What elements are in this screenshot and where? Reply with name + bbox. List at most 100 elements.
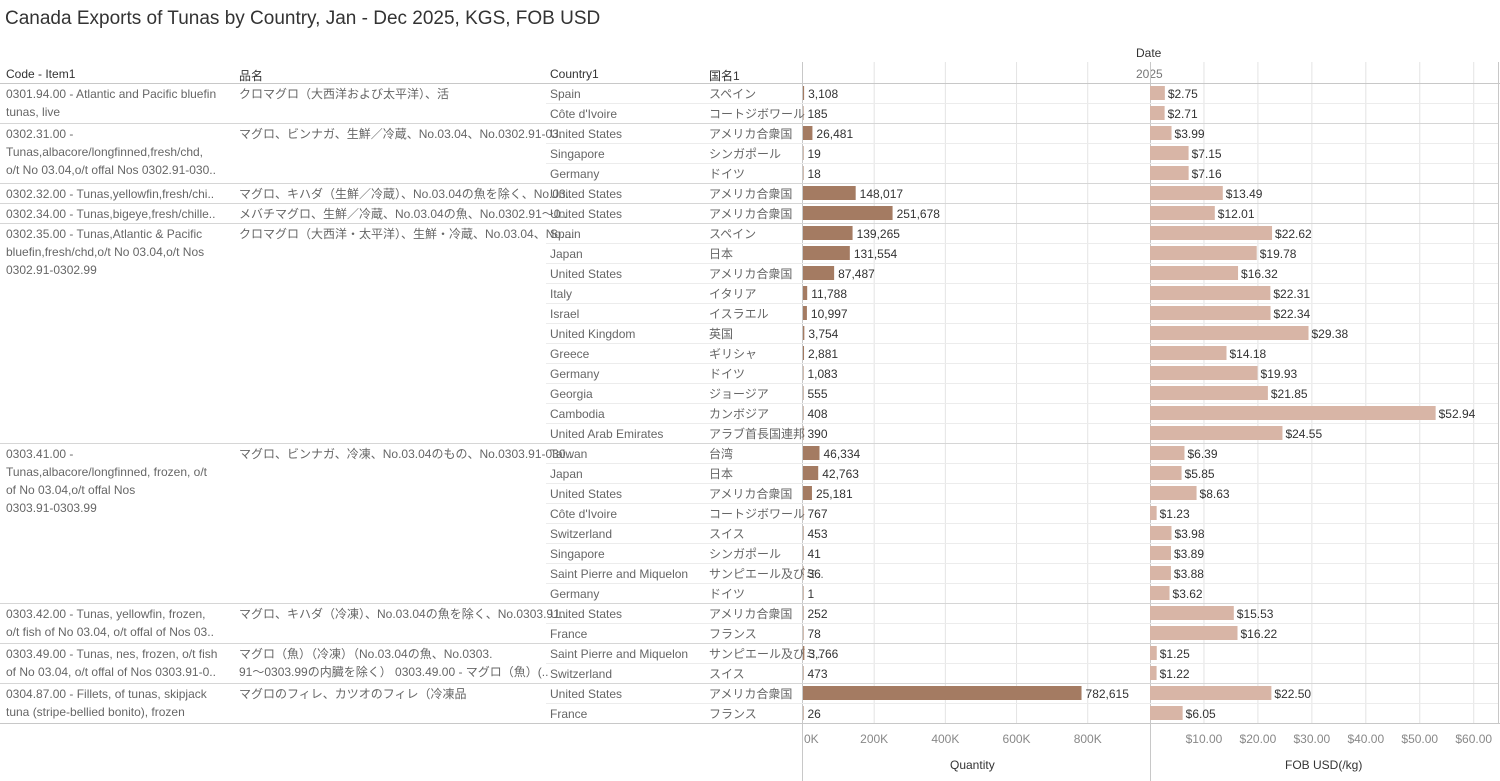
quantity-bar xyxy=(803,166,804,180)
fob-bar xyxy=(1150,546,1171,560)
fob-tick-label: $10.00 xyxy=(1186,732,1223,746)
fob-label: $12.01 xyxy=(1218,207,1255,221)
country-name: Taiwan xyxy=(550,447,587,461)
country-name: Côte d'Ivoire xyxy=(550,107,617,121)
code-item-text: 0302.32.00 - Tunas,yellowfin,fresh/chi.. xyxy=(6,187,214,201)
jp-item-text: マグロ、キハダ（冷凍）、No.03.04の魚を除く、No.0303.91.. xyxy=(239,606,566,621)
country-name-jp: ドイツ xyxy=(709,367,745,381)
fob-label: $16.22 xyxy=(1241,627,1278,641)
quantity-bar xyxy=(803,326,805,340)
country-name-jp: 台湾 xyxy=(709,446,733,461)
jp-item-text: メバチマグロ、生鮮／冷蔵、No.03.04の魚、No.0302.91～0.. xyxy=(239,207,567,221)
code-item-text: 0302.31.00 - xyxy=(6,127,73,141)
country-name: United States xyxy=(550,487,622,501)
quantity-label: 139,265 xyxy=(857,227,901,241)
jp-item-text: マグロ、ビンナガ、生鮮／冷蔵、No.03.04、No.0302.91-03.. xyxy=(239,127,566,141)
fob-bar xyxy=(1150,326,1309,340)
fob-label: $3.88 xyxy=(1174,567,1204,581)
country-name-jp: 英国 xyxy=(709,327,733,341)
jp-item-text: クロマグロ（大西洋・太平洋）、生鮮・冷蔵、No.03.04、No.... xyxy=(239,226,574,241)
code-item-text: 0302.35.00 - Tunas,Atlantic & Pacific xyxy=(6,227,202,241)
quantity-bar xyxy=(803,226,853,240)
country-name-jp: シンガポール xyxy=(709,547,781,561)
fob-label: $3.99 xyxy=(1175,127,1205,141)
fob-bar xyxy=(1150,306,1271,320)
quantity-bar xyxy=(803,506,804,520)
fob-label: $21.85 xyxy=(1271,387,1308,401)
country-name: United Arab Emirates xyxy=(550,427,663,441)
quantity-label: 11,788 xyxy=(811,287,847,301)
jp-country-header[interactable]: 国名1 xyxy=(709,69,740,83)
country-name-jp: アメリカ合衆国 xyxy=(709,186,792,201)
country-name-jp: アメリカ合衆国 xyxy=(709,606,792,621)
country-name: Saint Pierre and Miquelon xyxy=(550,567,688,581)
quantity-tick-label: 0K xyxy=(804,732,819,746)
country-name-jp: イタリア xyxy=(709,287,757,301)
fob-label: $24.55 xyxy=(1285,427,1322,441)
quantity-label: 36 xyxy=(808,567,822,581)
fob-tick-label: $40.00 xyxy=(1347,732,1384,746)
quantity-label: 767 xyxy=(808,507,828,521)
country-name: Germany xyxy=(550,167,599,181)
quantity-bar xyxy=(803,466,819,480)
quantity-bar xyxy=(803,426,804,440)
quantity-label: 42,763 xyxy=(822,467,859,481)
country-name: Germany xyxy=(550,367,599,381)
quantity-label: 408 xyxy=(808,407,828,421)
fob-label: $29.38 xyxy=(1312,327,1349,341)
code-item-text: 0303.91-0303.99 xyxy=(6,501,97,515)
fob-bar xyxy=(1150,646,1157,660)
quantity-bar xyxy=(803,86,805,100)
fob-label: $7.15 xyxy=(1192,147,1222,161)
code-item-text: o/t No 03.04,o/t offal Nos 0302.91-030.. xyxy=(6,163,216,177)
quantity-label: 18 xyxy=(808,167,822,181)
code-item-text: o/t fish of No 03.04, o/t offal of Nos 0… xyxy=(6,625,214,639)
code-item-header[interactable]: Code - Item1 xyxy=(6,67,76,81)
fob-label: $15.53 xyxy=(1237,607,1274,621)
fob-label: $19.93 xyxy=(1261,367,1298,381)
quantity-label: 555 xyxy=(808,387,828,401)
quantity-tick-label: 600K xyxy=(1003,732,1031,746)
quantity-bar xyxy=(803,146,804,160)
quantity-bar xyxy=(803,686,1082,700)
fob-label: $3.89 xyxy=(1174,547,1204,561)
fob-bar xyxy=(1150,226,1273,240)
fob-bar xyxy=(1150,466,1182,480)
fob-label: $6.05 xyxy=(1186,707,1216,721)
code-item-text: 0303.49.00 - Tunas, nes, frozen, o/t fis… xyxy=(6,647,217,661)
fob-label: $6.39 xyxy=(1187,447,1217,461)
fob-tick-label: $60.00 xyxy=(1455,732,1492,746)
country-header[interactable]: Country1 xyxy=(550,67,599,81)
quantity-bar xyxy=(803,206,893,220)
quantity-tick-label: 200K xyxy=(860,732,888,746)
country-name: United Kingdom xyxy=(550,327,635,341)
quantity-bar xyxy=(803,126,813,140)
quantity-label: 78 xyxy=(808,627,822,641)
country-name-jp: アメリカ合衆国 xyxy=(709,686,792,701)
fob-bar xyxy=(1150,426,1283,440)
country-name-jp: ドイツ xyxy=(709,587,745,601)
code-item-text: of No 03.04, o/t offal of Nos 0303.91-0.… xyxy=(6,665,216,679)
country-name: Japan xyxy=(550,247,583,261)
country-name: United States xyxy=(550,267,622,281)
code-item-text: bluefin,fresh/chd,o/t No 03.04,o/t Nos xyxy=(6,245,204,259)
fob-bar xyxy=(1150,146,1189,160)
quantity-axis-title: Quantity xyxy=(950,758,995,772)
country-name-jp: ギリシャ xyxy=(709,347,757,361)
country-name-jp: コートジボワール xyxy=(709,107,805,121)
quantity-tick-label: 800K xyxy=(1074,732,1102,746)
quantity-label: 1 xyxy=(808,587,815,601)
jp-item-header[interactable]: 品名 xyxy=(239,69,264,83)
code-item-text: 0303.41.00 - xyxy=(6,447,73,461)
quantity-label: 10,997 xyxy=(811,307,848,321)
quantity-bar xyxy=(803,406,804,420)
quantity-label: 87,487 xyxy=(838,267,875,281)
country-name-jp: アラブ首長国連邦 xyxy=(709,426,805,441)
country-name: Singapore xyxy=(550,147,605,161)
fob-bar xyxy=(1150,86,1165,100)
quantity-label: 46,334 xyxy=(823,447,860,461)
fob-bar xyxy=(1150,586,1170,600)
fob-tick-label: $30.00 xyxy=(1294,732,1331,746)
quantity-label: 19 xyxy=(808,147,822,161)
fob-axis-title: FOB USD(/kg) xyxy=(1285,758,1363,772)
